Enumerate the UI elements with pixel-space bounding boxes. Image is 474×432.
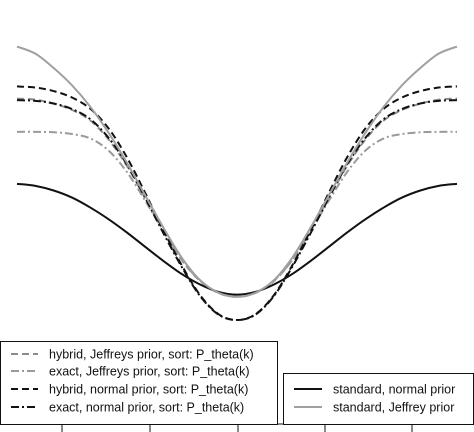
series-line-5 <box>16 182 458 296</box>
series-line-4 <box>16 99 458 322</box>
legend-bottom-right: standard, normal prior standard, Jeffrey … <box>283 373 474 425</box>
legend-bottom-left: hybrid, Jeffreys prior, sort: P_theta(k)… <box>0 341 278 425</box>
series-line-2 <box>16 130 458 298</box>
legend-label-4: exact, normal prior, sort: P_theta(k) <box>49 401 244 415</box>
series-line-6 <box>16 45 458 298</box>
legend-box <box>283 373 474 425</box>
legend-label-2: exact, Jeffreys prior, sort: P_theta(k) <box>49 365 250 379</box>
series-layer <box>16 45 458 322</box>
legend-box <box>0 341 278 425</box>
legend-label-3: hybrid, normal prior, sort: P_theta(k) <box>49 383 248 397</box>
legend-label-6: standard, Jeffrey prior <box>333 401 454 415</box>
legend-label-1: hybrid, Jeffreys prior, sort: P_theta(k) <box>49 348 254 362</box>
legend-layer: hybrid, Jeffreys prior, sort: P_theta(k)… <box>0 341 474 425</box>
series-line-1 <box>16 97 458 298</box>
x-axis <box>0 423 474 432</box>
legend-label-5: standard, normal prior <box>333 383 455 397</box>
